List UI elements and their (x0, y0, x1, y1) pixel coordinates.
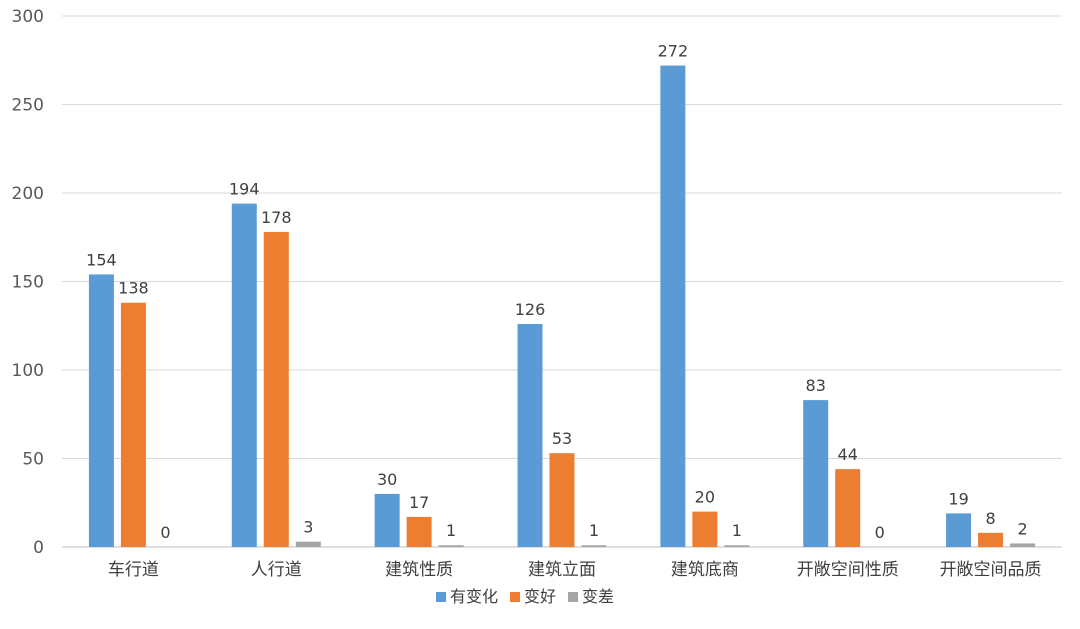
data-label: 30 (377, 470, 397, 489)
data-label: 17 (409, 493, 429, 512)
bar (835, 469, 861, 547)
bars (88, 65, 1036, 547)
data-label: 20 (695, 488, 715, 507)
data-label: 178 (261, 208, 292, 227)
bar (263, 231, 289, 547)
y-tick-label: 150 (12, 273, 44, 293)
data-label: 1 (732, 521, 742, 540)
data-label: 0 (875, 523, 885, 542)
data-label: 83 (806, 376, 826, 395)
x-axis-categories: 车行道 人行道 建筑性质 建筑立面 建筑底商 开敞空间性质 开敞空间品质 (108, 560, 1042, 580)
bar (438, 545, 464, 547)
x-category-label: 开敞空间品质 (940, 560, 1042, 580)
bar (549, 453, 575, 547)
bar (406, 516, 432, 547)
y-tick-label: 0 (33, 538, 44, 558)
data-label: 126 (515, 300, 546, 319)
bar (692, 511, 718, 547)
data-label: 154 (86, 250, 117, 269)
bar (374, 493, 400, 547)
y-tick-label: 200 (12, 184, 44, 204)
data-label: 1 (446, 521, 456, 540)
bar (88, 274, 114, 547)
x-category-label: 人行道 (251, 560, 302, 580)
legend-entry: 变好 (524, 587, 556, 606)
bar (660, 65, 686, 547)
bar (978, 532, 1004, 547)
y-axis-ticks: 0 50 100 150 200 250 300 (12, 7, 44, 558)
bar (120, 302, 146, 547)
bar (1010, 543, 1036, 547)
bar (946, 513, 972, 547)
x-category-label: 建筑性质 (385, 560, 453, 580)
x-category-label: 开敞空间性质 (797, 560, 899, 580)
data-label: 272 (658, 42, 689, 61)
bar (517, 323, 543, 547)
legend-swatch (510, 592, 520, 602)
data-label: 0 (160, 523, 170, 542)
bar (231, 203, 257, 547)
y-tick-label: 300 (12, 7, 44, 27)
data-label: 2 (1017, 519, 1027, 538)
bar (581, 545, 607, 547)
bar (295, 541, 321, 547)
x-category-label: 建筑立面 (528, 560, 596, 580)
legend-swatch (568, 592, 578, 602)
y-tick-label: 100 (12, 361, 44, 381)
legend-entry: 有变化 (450, 587, 498, 606)
data-label: 3 (303, 518, 313, 537)
data-label: 8 (985, 509, 995, 528)
data-label: 138 (118, 279, 149, 298)
data-label: 1 (589, 521, 599, 540)
data-label: 53 (552, 429, 572, 448)
legend: 有变化 变好 变差 (436, 587, 614, 606)
legend-swatch (436, 592, 446, 602)
bar (803, 400, 829, 547)
data-label: 194 (229, 180, 260, 199)
x-category-label: 车行道 (108, 560, 159, 580)
gridlines (62, 15, 1062, 548)
data-label: 19 (948, 489, 968, 508)
bar (724, 545, 750, 547)
x-category-label: 建筑底商 (671, 560, 739, 580)
y-tick-label: 250 (12, 96, 44, 116)
y-tick-label: 50 (22, 450, 44, 470)
legend-entry: 变差 (582, 587, 614, 606)
data-label: 44 (838, 445, 858, 464)
